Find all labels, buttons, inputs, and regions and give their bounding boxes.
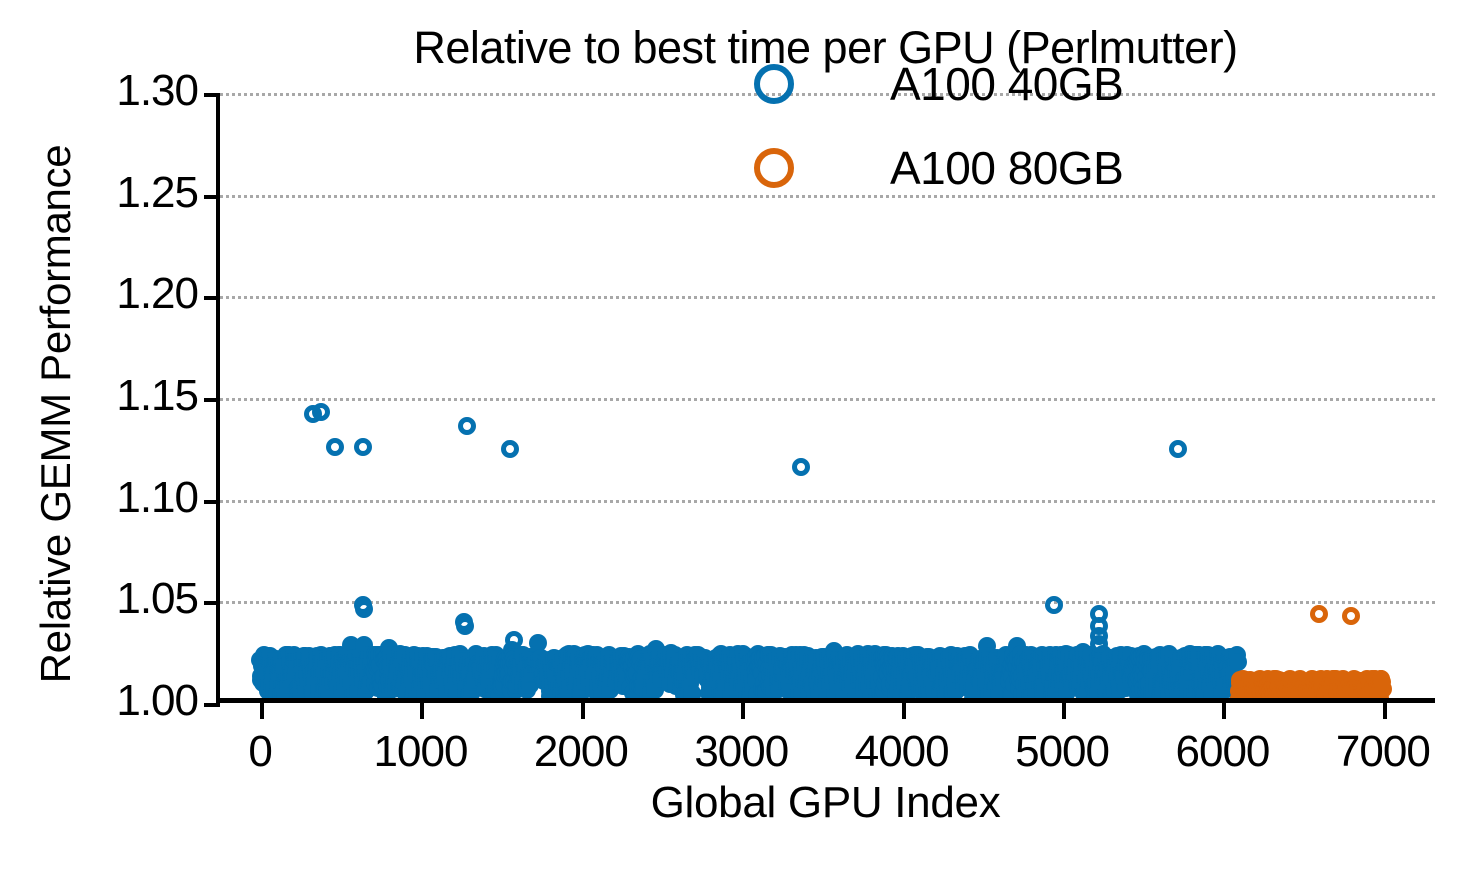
x-tick-mark xyxy=(741,703,746,719)
data-point xyxy=(791,458,810,477)
data-point xyxy=(326,437,345,456)
y-tick-label: 1.25 xyxy=(116,167,199,217)
chart-legend: A100 40GB A100 80GB xyxy=(740,42,1180,210)
x-tick-mark xyxy=(1222,703,1227,719)
data-point xyxy=(320,687,339,698)
x-tick-label: 0 xyxy=(248,727,273,776)
legend-marker-circle-icon xyxy=(754,64,794,104)
y-tick-label: 1.20 xyxy=(116,269,199,319)
x-tick-mark xyxy=(420,703,425,719)
x-tick-label: 7000 xyxy=(1335,727,1431,776)
legend-item-a100-40gb[interactable]: A100 40GB xyxy=(740,42,1180,126)
data-point xyxy=(504,630,523,649)
plot-area: 0 1000 2000 3000 4000 5000 6000 7000 xyxy=(204,93,1435,776)
data-point xyxy=(1045,596,1064,615)
y-tick-label: 1.15 xyxy=(116,371,199,420)
data-point xyxy=(1373,679,1392,698)
x-tick-mark xyxy=(901,703,906,719)
legend-item-a100-80gb[interactable]: A100 80GB xyxy=(740,126,1180,210)
x-tick-mark xyxy=(580,703,585,719)
y-tick-mark xyxy=(204,296,220,301)
y-gridline xyxy=(220,499,1435,503)
y-gridline xyxy=(220,296,1435,300)
y-tick-mark xyxy=(204,93,220,97)
x-tick-label: 5000 xyxy=(1015,727,1110,776)
data-point xyxy=(501,439,520,458)
y-gridline xyxy=(220,93,1435,96)
data-point xyxy=(683,686,702,698)
x-tick-label: 1000 xyxy=(373,727,469,776)
data-point xyxy=(1341,606,1360,625)
y-tick-label: 1.30 xyxy=(116,66,199,115)
data-point xyxy=(458,417,476,436)
data-point xyxy=(1309,604,1328,623)
data-point xyxy=(354,600,373,619)
y-gridline xyxy=(220,194,1435,198)
y-tick-label: 1.10 xyxy=(116,472,199,522)
y-tick-mark xyxy=(204,499,220,504)
y-tick-mark xyxy=(204,398,220,402)
x-tick-label: 4000 xyxy=(854,727,950,776)
x-tick-label: 2000 xyxy=(533,727,629,776)
y-tick-label: 1.00 xyxy=(116,676,199,725)
x-tick-mark xyxy=(260,703,265,719)
y-tick-label: 1.05 xyxy=(116,574,199,624)
x-axis-label: Global GPU Index xyxy=(650,778,1001,827)
legend-marker-circle-icon xyxy=(754,148,794,188)
data-point xyxy=(455,616,474,635)
legend-label: A100 40GB xyxy=(890,58,1124,110)
y-axis-label: Relative GEMM Performance xyxy=(32,144,79,684)
y-tick-mark xyxy=(204,703,220,707)
x-tick-mark xyxy=(1382,703,1387,719)
chart-title: Relative to best time per GPU (Perlmutte… xyxy=(413,22,1238,73)
y-tick-mark xyxy=(204,601,220,606)
y-gridline xyxy=(220,601,1435,605)
plot-canvas xyxy=(220,93,1435,698)
x-tick-mark xyxy=(1062,703,1067,719)
x-tick-label: 3000 xyxy=(694,727,789,776)
y-gridline xyxy=(220,398,1435,401)
data-point xyxy=(1228,652,1247,671)
legend-label: A100 80GB xyxy=(890,142,1124,194)
data-point xyxy=(353,437,372,456)
data-point xyxy=(312,403,331,422)
data-point xyxy=(1089,635,1108,654)
x-tick-label: 6000 xyxy=(1175,727,1271,776)
data-point xyxy=(1168,439,1187,458)
y-tick-mark xyxy=(204,194,220,199)
